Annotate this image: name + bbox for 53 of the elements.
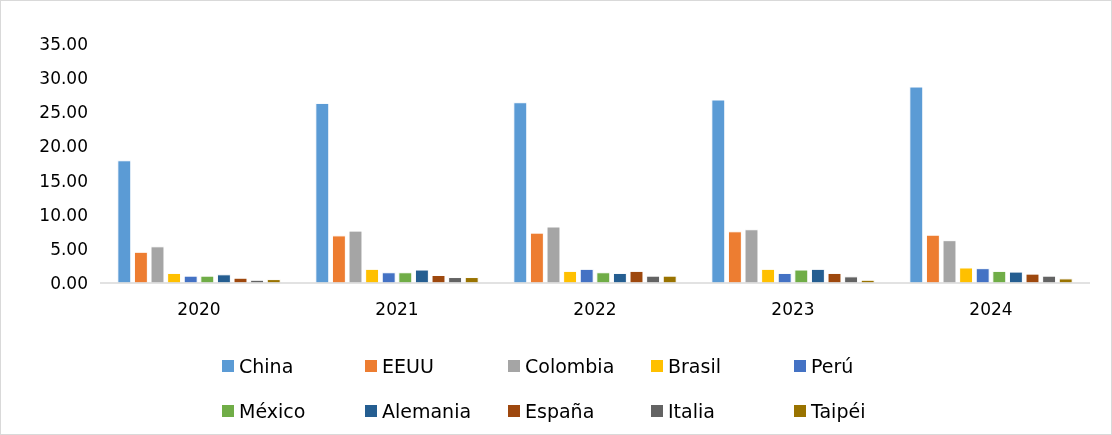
bar	[398, 272, 413, 284]
y-tick-label: 10.00	[39, 204, 88, 225]
legend-label: China	[239, 354, 294, 377]
legend-label: Brasil	[668, 354, 721, 377]
y-tick-label: 0.00	[50, 272, 88, 293]
y-tick-label: 30.00	[39, 68, 88, 89]
bar	[579, 268, 594, 284]
bar	[711, 99, 726, 284]
x-tick-label: 2022	[573, 299, 617, 319]
bar	[513, 102, 528, 284]
x-tick-label: 2024	[969, 299, 1013, 319]
bar	[827, 272, 842, 284]
bar	[761, 268, 776, 284]
bar	[975, 268, 990, 284]
x-tick-label: 2023	[771, 299, 815, 319]
bar	[117, 160, 132, 284]
bar	[1008, 271, 1023, 284]
legend-label: México	[239, 399, 306, 422]
x-tick-label: 2020	[177, 299, 221, 319]
bar	[794, 269, 809, 284]
bar	[381, 272, 396, 284]
legend-label: Perú	[811, 354, 854, 377]
bar	[348, 230, 363, 284]
bar	[925, 234, 940, 284]
bar	[365, 268, 380, 284]
bar	[529, 232, 544, 284]
y-tick-label: 5.00	[50, 238, 88, 259]
y-tick-label: 20.00	[39, 136, 88, 157]
bar	[133, 251, 148, 284]
bar	[546, 226, 561, 284]
bar	[414, 269, 429, 284]
legend-label: EEUU	[382, 354, 434, 377]
bar	[596, 272, 611, 284]
y-tick-label: 25.00	[39, 102, 88, 123]
legend-label: Colombia	[525, 354, 615, 377]
bar	[727, 231, 742, 284]
bar	[942, 240, 957, 284]
legend-label: Italia	[668, 399, 715, 422]
bar	[629, 270, 644, 284]
y-tick-label: 35.00	[39, 33, 88, 54]
bar	[810, 268, 825, 284]
legend-label: Alemania	[382, 399, 472, 422]
legend-label: Taipéi	[810, 399, 866, 422]
bar	[959, 267, 974, 284]
bar	[1025, 273, 1040, 284]
x-tick-label: 2021	[375, 299, 419, 319]
bar	[150, 246, 165, 284]
bar	[331, 235, 346, 284]
legend-label: España	[525, 399, 595, 422]
bar	[315, 102, 330, 284]
bar	[744, 229, 759, 284]
y-tick-label: 15.00	[39, 170, 88, 191]
bar	[909, 86, 924, 284]
